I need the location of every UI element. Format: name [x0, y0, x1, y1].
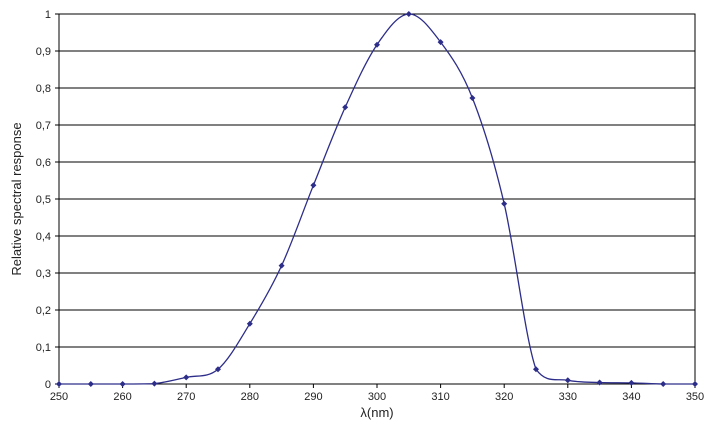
x-tick-label: 330	[559, 391, 577, 403]
data-point	[501, 200, 508, 207]
y-tick-label: 0,1	[36, 342, 51, 354]
y-tick-label: 0,5	[36, 194, 51, 206]
data-point	[87, 381, 94, 387]
data-point	[278, 262, 285, 269]
y-tick-label: 0,3	[36, 268, 51, 280]
data-point	[660, 381, 667, 387]
y-tick-label: 0,8	[36, 83, 51, 95]
data-point	[564, 377, 571, 384]
series-line	[58, 13, 695, 385]
data-point	[628, 379, 635, 386]
data-point	[310, 182, 317, 189]
series-group	[56, 11, 698, 387]
x-tick-label: 320	[495, 391, 513, 403]
data-point	[596, 379, 603, 386]
data-point	[405, 11, 412, 17]
y-tick-label: 0,2	[36, 305, 51, 317]
x-tick-label: 340	[622, 391, 640, 403]
y-tick-label: 0	[45, 379, 51, 391]
data-point	[533, 366, 539, 373]
x-tick-label: 260	[113, 391, 131, 403]
x-tick-label: 350	[686, 391, 704, 403]
x-tick-label: 270	[177, 391, 195, 403]
data-point	[374, 41, 380, 48]
data-point	[469, 94, 476, 101]
data-point	[215, 366, 221, 373]
data-point	[119, 381, 126, 387]
data-point	[692, 381, 698, 387]
x-tick-label: 250	[50, 391, 68, 403]
x-axis-label: λ(nm)	[360, 405, 393, 420]
y-tick-label: 0,9	[36, 46, 51, 58]
data-point	[437, 39, 444, 46]
y-axis-label: Relative spectral response	[9, 122, 24, 275]
data-point	[151, 380, 158, 387]
y-tick-label: 0,7	[36, 120, 51, 132]
y-tick-label: 1	[45, 9, 51, 21]
x-tick-label: 290	[304, 391, 322, 403]
y-axis-ticks: 0 0,1 0,2 0,3 0,4 0,5 0,6 0,7 0,8 0,9 1	[36, 9, 59, 391]
gridlines	[59, 50, 695, 348]
x-axis-ticks: 250 260 270 280 290 300 310 320 330 340 350	[50, 384, 704, 403]
x-tick-label: 280	[241, 391, 259, 403]
y-tick-label: 0,4	[36, 231, 51, 243]
x-tick-label: 300	[368, 391, 386, 403]
data-point	[246, 320, 253, 327]
x-tick-label: 310	[431, 391, 449, 403]
data-point	[342, 104, 349, 111]
data-point	[183, 374, 190, 381]
data-point	[56, 381, 62, 387]
y-tick-label: 0,6	[36, 157, 51, 169]
